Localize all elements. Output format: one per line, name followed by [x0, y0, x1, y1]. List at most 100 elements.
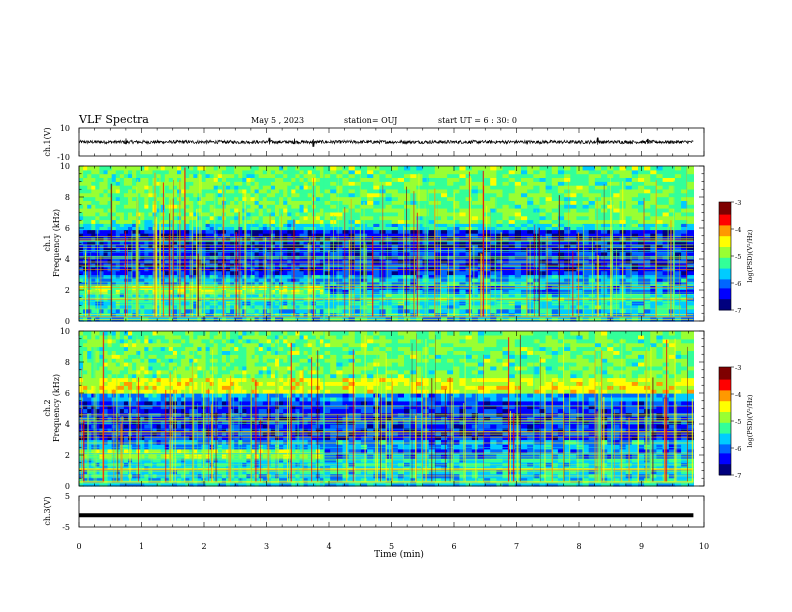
spectrogram-cell: [447, 173, 454, 178]
spectrogram-cell: [295, 169, 301, 175]
spectrogram-cell: [262, 173, 268, 178]
spectrogram-cell: [95, 223, 100, 227]
spectrogram-cell: [564, 215, 571, 221]
spectrogram-cell: [625, 281, 633, 286]
spectrogram-cell: [107, 312, 113, 318]
spectrogram-cell: [521, 188, 528, 194]
spectrogram-cell: [367, 226, 374, 231]
spectrogram-cell: [164, 215, 170, 221]
spectrogram-cell: [299, 169, 305, 175]
spectrogram-cell: [262, 233, 268, 238]
spectrogram-cell: [140, 192, 145, 198]
spectrogram-cell: [342, 278, 350, 283]
spectrogram-cell: [172, 219, 178, 224]
spectrogram-cell: [373, 177, 381, 182]
spectrogram-cell: [342, 240, 350, 245]
spectrogram-cell: [311, 236, 317, 241]
spectrogram-cell: [514, 208, 522, 213]
spectrogram-cell: [303, 208, 309, 213]
spectrogram-cell: [576, 312, 584, 318]
spectrogram-cell: [557, 185, 565, 190]
spectrogram-cell: [258, 233, 264, 238]
spectrogram-cell: [303, 188, 309, 194]
spectrogram-cell: [582, 233, 590, 238]
spectrogram-cell: [213, 215, 219, 221]
spectrogram-cell: [564, 223, 571, 227]
spectrogram-cell: [385, 169, 393, 175]
spectrogram-cell: [270, 215, 276, 221]
spectrogram-cell: [404, 226, 411, 231]
spectrogram-cell: [594, 204, 602, 209]
spectrogram-cell: [319, 204, 325, 209]
spectrogram-cell: [107, 173, 113, 178]
spectrogram-cell: [410, 188, 417, 194]
spectrogram-cell: [342, 185, 350, 190]
spectrogram-cell: [99, 270, 105, 276]
spectrogram-cell: [428, 208, 436, 213]
figure-title: VLF Spectra: [78, 113, 149, 126]
spectrogram-cell: [91, 223, 96, 227]
spectrogram-cell: [434, 181, 442, 186]
spectrogram-cell: [434, 304, 442, 310]
spectrogram-cell: [148, 192, 154, 198]
spectrogram-cell: [570, 215, 578, 221]
spectrogram-cell: [128, 188, 133, 194]
spectrogram-cell: [136, 270, 141, 276]
spectrogram-cell: [441, 211, 448, 217]
spectrogram-cell: [330, 177, 337, 182]
spectrogram-cell: [508, 208, 516, 213]
spectrogram-cell: [557, 177, 565, 182]
spectrogram-cell: [128, 251, 133, 256]
spectrogram-cell: [644, 304, 651, 310]
spectrogram-cell: [496, 223, 504, 227]
spectrogram-cell: [422, 266, 430, 272]
spectrogram-cell: [551, 233, 559, 238]
spectrogram-cell: [246, 185, 252, 190]
spectrogram-cell: [275, 185, 280, 190]
spectrogram-cell: [103, 308, 109, 314]
spectrogram-cell: [123, 188, 129, 194]
spectrogram-cell: [193, 266, 198, 272]
spectrogram-cell: [115, 211, 121, 217]
spectrogram-cell: [631, 233, 639, 238]
spectrogram-cell: [477, 173, 485, 178]
spectrogram-cell: [539, 229, 547, 234]
spectrogram-cell: [601, 266, 608, 272]
spectrogram-cell: [295, 188, 301, 194]
spectrogram-cell: [307, 185, 313, 190]
spectrogram-cell: [79, 208, 84, 213]
spectrogram-cell: [168, 215, 174, 221]
spectrogram-cell: [404, 240, 411, 245]
spectrogram-cell: [258, 259, 264, 264]
spectrogram-cell: [625, 223, 633, 227]
spectrogram-cell: [453, 229, 461, 234]
spectrogram-cell: [319, 226, 325, 231]
spectrogram-cell: [397, 204, 405, 209]
spectrogram-cell: [447, 181, 454, 186]
spectrogram-cell: [404, 223, 411, 227]
spectrogram-cell: [246, 312, 252, 318]
spectrogram-cell: [496, 181, 504, 186]
spectrogram-cell: [336, 177, 344, 182]
spectrogram-cell: [447, 266, 454, 272]
spectrogram-cell: [123, 266, 129, 272]
spectrogram-cell: [160, 173, 166, 178]
spectrogram-cell: [209, 196, 215, 201]
spectrogram-cell: [254, 208, 260, 213]
spectrogram-cell: [336, 196, 344, 201]
spectrogram-cell: [631, 196, 639, 201]
spectrogram-cell: [459, 312, 467, 318]
spectrogram-cell: [148, 312, 154, 318]
spectrogram-cell: [607, 173, 614, 178]
spectrogram-cell: [477, 229, 485, 234]
spectrogram-cell: [185, 312, 190, 318]
spectrogram-cell: [354, 226, 362, 231]
spectrogram-cell: [217, 204, 223, 209]
spectrogram-cell: [324, 229, 331, 234]
spectrogram-cell: [336, 200, 344, 205]
spectrogram-cell: [539, 196, 547, 201]
spectrogram-cell: [213, 211, 219, 217]
spectrogram-cell: [631, 247, 639, 252]
spectrogram-cell: [650, 274, 658, 279]
spectrogram-cell: [434, 308, 442, 314]
